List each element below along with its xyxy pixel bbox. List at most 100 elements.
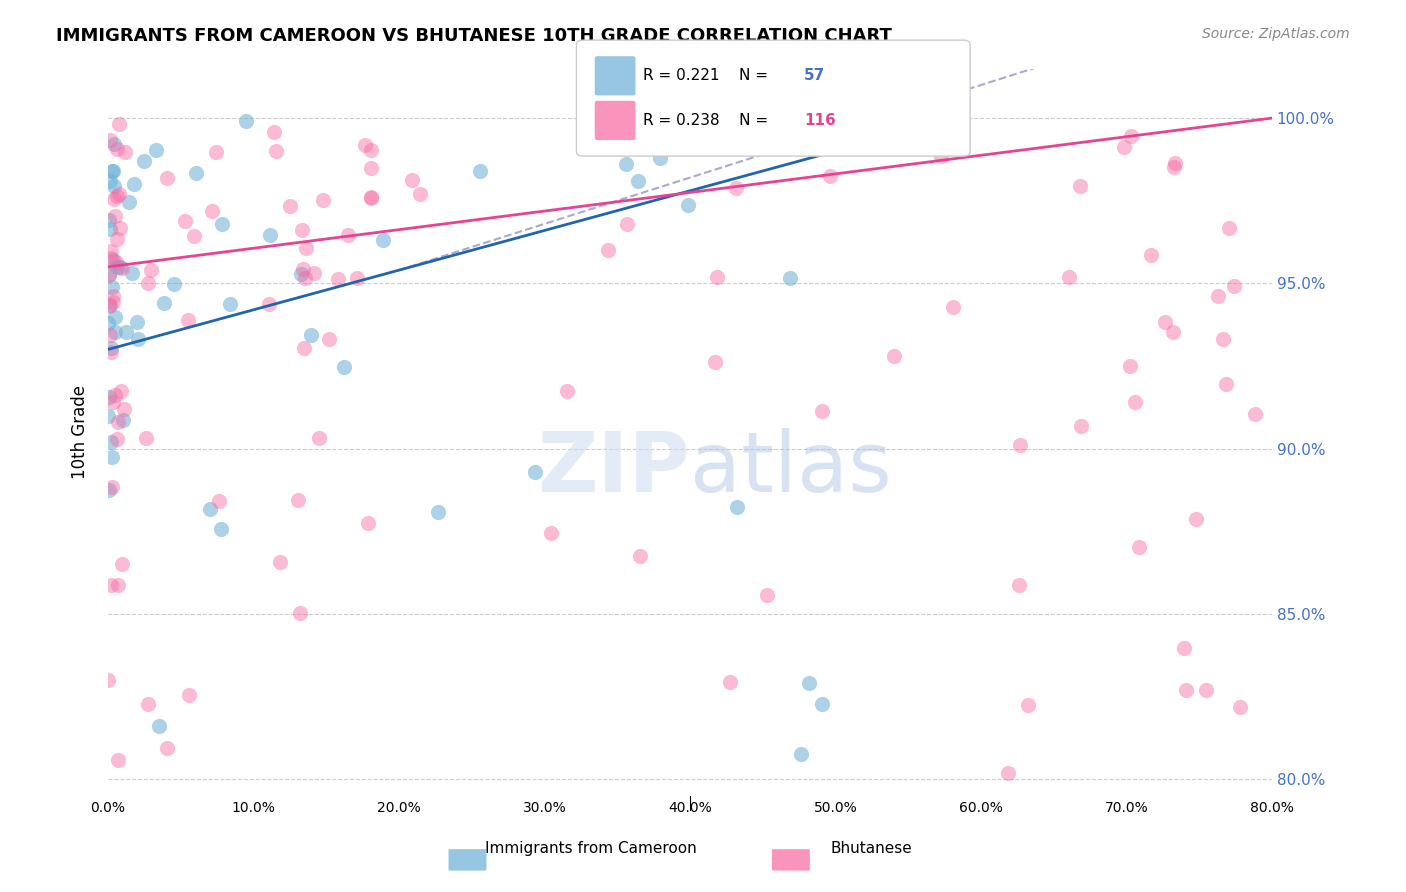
Point: [108, 220, 131, 235]
Point: [401, 173, 423, 187]
Point: [263, 125, 285, 139]
Point: [208, 493, 231, 508]
Point: [291, 262, 314, 277]
Point: [103, 192, 125, 206]
Text: ZIP: ZIP: [537, 428, 690, 509]
Point: [703, 355, 725, 369]
Point: [1243, 407, 1265, 421]
Point: [235, 114, 257, 128]
Y-axis label: 10th Grade: 10th Grade: [72, 385, 89, 479]
Point: [291, 223, 314, 237]
Text: Source: ZipAtlas.com: Source: ZipAtlas.com: [1202, 27, 1350, 41]
Point: [163, 277, 186, 292]
Point: [641, 115, 664, 129]
Point: [132, 153, 155, 168]
Point: [308, 431, 330, 445]
Point: [136, 698, 159, 712]
Point: [103, 294, 125, 309]
Point: [409, 186, 432, 201]
Point: [104, 209, 127, 223]
Point: [100, 251, 122, 265]
Point: [100, 341, 122, 355]
Point: [755, 588, 778, 602]
Point: [294, 271, 316, 285]
Point: [104, 310, 127, 324]
Point: [100, 578, 122, 592]
Point: [98, 327, 121, 342]
Point: [1215, 376, 1237, 391]
Point: [112, 401, 135, 416]
Point: [97, 316, 120, 330]
Point: [110, 260, 132, 274]
Point: [107, 415, 129, 429]
Point: [105, 432, 128, 446]
Point: [100, 435, 122, 450]
Point: [357, 516, 380, 530]
Point: [290, 267, 312, 281]
Point: [555, 384, 578, 399]
Point: [145, 143, 167, 157]
Point: [269, 555, 291, 569]
Point: [312, 194, 335, 208]
Point: [98, 268, 121, 282]
Point: [179, 688, 201, 702]
Point: [278, 199, 301, 213]
Point: [184, 166, 207, 180]
Text: R = 0.238    N =: R = 0.238 N =: [643, 113, 772, 128]
Point: [138, 277, 160, 291]
Point: [107, 753, 129, 767]
Point: [200, 501, 222, 516]
Point: [626, 174, 648, 188]
Point: [1123, 395, 1146, 409]
Point: [1163, 325, 1185, 339]
Point: [333, 360, 356, 375]
Point: [110, 557, 132, 571]
Point: [107, 578, 129, 592]
Point: [1140, 248, 1163, 262]
Point: [354, 138, 377, 153]
Point: [98, 298, 121, 312]
Point: [101, 163, 124, 178]
Point: [337, 227, 360, 242]
Point: [127, 332, 149, 346]
Point: [287, 493, 309, 508]
Point: [103, 252, 125, 267]
Point: [97, 673, 120, 687]
Point: [1008, 578, 1031, 592]
Point: [1195, 682, 1218, 697]
Point: [811, 697, 834, 711]
Point: [98, 212, 121, 227]
Point: [101, 164, 124, 178]
Point: [98, 133, 121, 147]
Point: [997, 766, 1019, 780]
Point: [108, 117, 131, 131]
Point: [810, 404, 832, 418]
Point: [97, 299, 120, 313]
Point: [797, 676, 820, 690]
Point: [98, 267, 121, 281]
Text: Immigrants from Cameroon: Immigrants from Cameroon: [485, 841, 696, 856]
Point: [779, 270, 801, 285]
Point: [97, 409, 120, 423]
Point: [725, 181, 748, 195]
Point: [1017, 698, 1039, 712]
Point: [616, 217, 638, 231]
Point: [101, 395, 124, 409]
Point: [259, 228, 281, 243]
Point: [1153, 314, 1175, 328]
Text: 116: 116: [804, 113, 837, 128]
Point: [183, 229, 205, 244]
Point: [148, 719, 170, 733]
Point: [1218, 220, 1240, 235]
Point: [105, 260, 128, 274]
Point: [1212, 332, 1234, 346]
Point: [211, 217, 233, 231]
Point: [104, 255, 127, 269]
Point: [540, 525, 562, 540]
Point: [942, 300, 965, 314]
Point: [524, 465, 547, 479]
Point: [98, 390, 121, 404]
Point: [122, 178, 145, 192]
Point: [1206, 289, 1229, 303]
Point: [101, 279, 124, 293]
